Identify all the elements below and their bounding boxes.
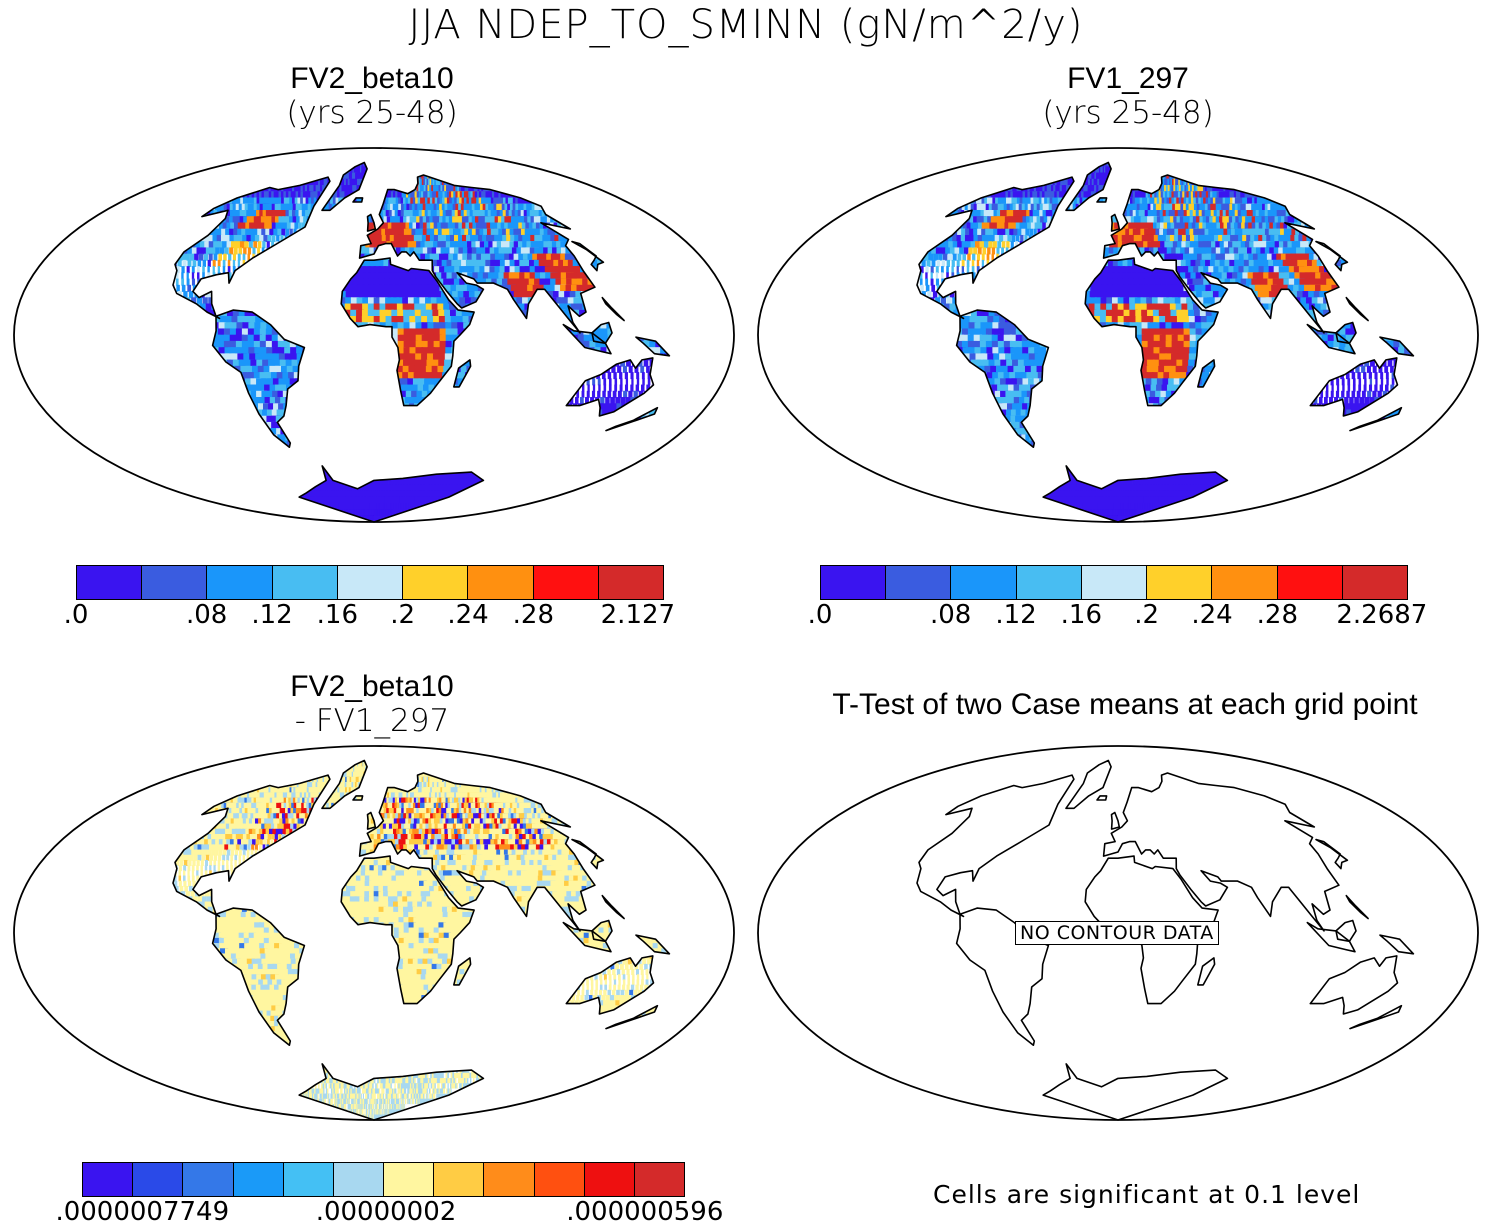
no-contour-data-label: NO CONTOUR DATA [1015,921,1219,945]
colorbar-tick-label: .12 [995,600,1036,630]
significance-footnote: Cells are significant at 0.1 level [933,1180,1360,1209]
colorbar-swatch [484,1163,535,1196]
colorbar-tick-label: 2.2687 [1336,600,1427,630]
colorbar-swatch [533,566,599,599]
colorbar-swatch [598,566,663,599]
land-field-cells [917,162,1414,522]
colorbar-swatch [283,1163,334,1196]
colorbar-tick-label: .0 [808,600,833,630]
colorbar-swatch [1081,566,1148,599]
colorbar-swatch [468,566,534,599]
colorbar-swatch [233,1163,284,1196]
colorbar-tick-label: .16 [317,600,358,630]
colorbar-tick-label: 2.127 [601,600,675,630]
colorbar-tick-label: .16 [1061,600,1102,630]
land-field-cells [173,162,670,522]
map-border [13,147,735,523]
panel-title-diff-name: FV2_beta10 [172,670,572,704]
colorbar-swatch [207,566,273,599]
colorbar-tick-label: .12 [251,600,292,630]
map-border [13,745,735,1121]
colorbar-swatch [333,1163,385,1196]
coastlines [172,759,671,1121]
colorbar-swatch [584,1163,635,1196]
colorbar-fv1 [820,565,1408,600]
colorbar-swatch [534,1163,585,1196]
colorbar-swatch [1277,566,1343,599]
colorbar-diff [82,1162,685,1197]
colorbar-tick-label: .2 [390,600,415,630]
colorbar-swatch [821,566,887,599]
colorbar-tick-label: .28 [513,600,554,630]
map-border [757,147,1479,523]
colorbar-tick-label: .08 [930,600,971,630]
colorbar-swatch [634,1163,685,1196]
colorbar-tick-label: .0 [64,600,89,630]
colorbar-tick-label: .000000596 [566,1197,723,1227]
coastlines [916,161,1415,523]
panel-title-diff-sub: - FV1_297 [172,704,572,738]
map-fv2 [13,147,735,523]
main-title: JJA NDEP_TO_SMINN (gN/m^2/y) [0,2,1492,48]
panel-title-diff: FV2_beta10 - FV1_297 [172,670,572,738]
colorbar-tick-label: .24 [1191,600,1232,630]
colorbar-swatch [1016,566,1082,599]
panel-title-ttest: T-Test of two Case means at each grid po… [760,688,1490,722]
colorbar-tick-label: .00000002 [316,1197,457,1227]
panel-title-fv1-name: FV1_297 [928,62,1328,96]
colorbar-fv2 [76,565,664,600]
colorbar-swatch [1342,566,1407,599]
colorbar-swatch [83,1163,134,1196]
panel-title-fv2: FV2_beta10 (yrs 25-48) [172,62,572,130]
coastlines [172,161,671,523]
colorbar-tick-label: .0000007749 [55,1197,229,1227]
panel-title-fv1: FV1_297 (yrs 25-48) [928,62,1328,130]
colorbar-swatch [142,566,208,599]
colorbar-swatch [337,566,404,599]
panel-title-fv1-years: (yrs 25-48) [928,96,1328,130]
panel-title-fv2-years: (yrs 25-48) [172,96,572,130]
colorbar-swatch [384,1163,435,1196]
colorbar-tick-label: .08 [186,600,227,630]
colorbar-swatch [951,566,1017,599]
colorbar-tick-label: .28 [1257,600,1298,630]
colorbar-swatch [272,566,338,599]
colorbar-swatch [1147,566,1213,599]
colorbar-tick-label: .24 [447,600,488,630]
map-diff [13,745,735,1121]
colorbar-swatch [434,1163,485,1196]
land-field-cells [173,760,670,1120]
colorbar-tick-label: .2 [1134,600,1159,630]
colorbar-swatch [77,566,143,599]
colorbar-swatch [403,566,469,599]
map-border [757,745,1479,1121]
colorbar-swatch [1212,566,1278,599]
colorbar-swatch [183,1163,234,1196]
colorbar-swatch [133,1163,184,1196]
map-fv1 [757,147,1479,523]
panel-title-fv2-name: FV2_beta10 [172,62,572,96]
colorbar-swatch [886,566,952,599]
